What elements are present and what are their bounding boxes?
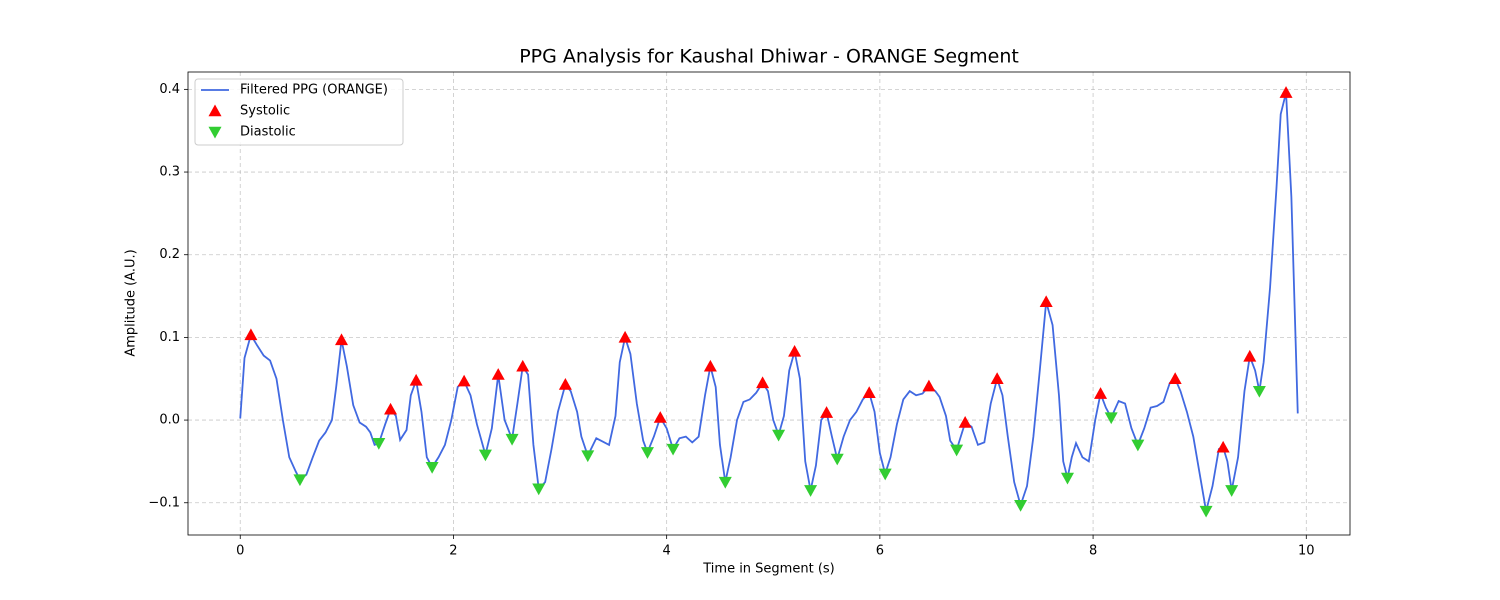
marker [491,368,505,380]
marker [958,416,972,428]
marker [788,344,802,357]
marker [1094,387,1108,399]
y-tick-label: 0.0 [159,413,180,428]
marker [1060,472,1074,485]
data-line [239,92,1299,512]
marker [1039,295,1053,308]
marker [1216,440,1230,453]
legend-label: Filtered PPG (ORANGE) [240,83,388,98]
marker [640,447,654,459]
marker [1131,439,1145,452]
marker [772,429,786,442]
marker [804,485,818,497]
x-tick-label: 10 [1298,544,1315,559]
x-tick-label: 0 [236,544,244,559]
marker [1252,385,1266,398]
marker [1199,505,1213,518]
x-tick-label: 2 [449,544,457,559]
legend-label: Systolic [240,104,290,119]
legend-swatch [208,104,222,117]
marker [830,453,844,466]
marker [244,328,258,341]
marker [1225,485,1239,497]
marker [703,359,717,372]
y-tick-label: 0.3 [159,165,180,180]
marker [532,483,546,496]
marker [950,444,964,457]
marker [372,438,386,450]
marker [505,433,519,446]
y-tick-label: 0.2 [159,247,180,262]
marker [618,330,632,343]
legend-label: Diastolic [240,125,296,140]
y-axis-label: Amplitude (A.U.) [124,249,139,356]
y-tick-label: 0.4 [159,82,180,97]
x-axis-label: Time in Segment (s) [702,562,834,577]
marker [862,386,876,398]
x-tick-label: 4 [663,544,671,559]
marker [1279,86,1293,98]
marker [878,468,892,481]
legend-box [194,78,404,146]
marker [718,476,732,489]
marker [922,379,936,392]
marker [1168,372,1182,384]
marker [1014,500,1028,512]
y-tick-label: 0.1 [159,330,180,345]
marker [457,374,471,387]
marker [478,449,492,462]
marker [581,450,595,463]
marker [1104,412,1118,425]
x-tick-label: 8 [1089,544,1097,559]
plot-frame [187,71,1351,536]
marker [820,406,834,418]
marker [990,372,1004,384]
marker [335,333,349,346]
marker [293,474,307,487]
y-tick-label: −0.1 [148,495,180,510]
marker [384,402,398,415]
x-tick-label: 6 [876,544,884,559]
chart-title: PPG Analysis for Kaushal Dhiwar - ORANGE… [519,46,1019,68]
marker [1243,349,1257,362]
marker [666,443,680,456]
marker [409,373,423,386]
marker [653,411,667,423]
marker [516,359,530,372]
marker [756,376,770,389]
legend-swatch [208,126,222,139]
marker [425,462,439,474]
marker [558,378,572,390]
